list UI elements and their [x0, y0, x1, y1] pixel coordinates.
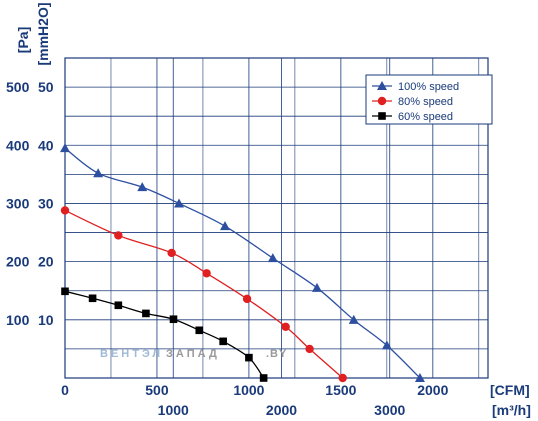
legend-label: 80% speed: [398, 96, 453, 108]
series-circle: [60, 206, 347, 383]
data-point-square: [88, 294, 97, 303]
data-point-triangle: [414, 373, 425, 382]
data-point-circle: [242, 294, 252, 304]
x-tick-label-cfm: 1000: [233, 382, 264, 398]
data-point-square: [245, 353, 253, 362]
y-tick-label-pa: 300: [6, 195, 30, 211]
x-tick-label-m3h: 2000: [266, 402, 297, 418]
legend: 100% speed 80% speed 60% speed: [365, 74, 493, 125]
y-tick-label-pa: 200: [6, 254, 30, 270]
series-line: [64, 147, 421, 379]
data-point-circle: [167, 248, 176, 258]
y-tick-label-mmh2o: 10: [38, 312, 54, 328]
data-point-square: [259, 374, 268, 382]
data-point-square: [378, 112, 386, 120]
y-tick-label-mmh2o: 50: [38, 79, 54, 95]
series-line: [64, 290, 265, 379]
data-point-circle: [60, 206, 70, 215]
y-tick-label-pa: 500: [6, 79, 30, 95]
x-tick-label-cfm: 2000: [417, 382, 448, 398]
data-point-triangle: [93, 168, 104, 178]
x-tick-label-cfm: 0: [61, 382, 69, 398]
data-point-circle: [305, 344, 314, 354]
watermark-part3: .BY: [266, 348, 287, 360]
legend-label: 60% speed: [398, 111, 453, 123]
y-tick-label-pa: 400: [6, 137, 30, 153]
data-point-circle: [114, 231, 123, 240]
series-triangle: [60, 143, 425, 382]
y-tick-labels: 100 10 200 20 300 30 400 40 500 50: [6, 79, 54, 328]
data-point-triangle: [267, 253, 278, 263]
data-point-square: [169, 315, 178, 324]
legend-label: 100% speed: [398, 81, 459, 93]
x-tick-label-m3h: 1000: [158, 402, 189, 418]
data-point-square: [114, 301, 123, 310]
data-point-triangle: [174, 198, 185, 208]
y-axis-label-pa: [Pa]: [15, 27, 31, 53]
legend-box: [365, 74, 493, 125]
series-layer: [60, 143, 425, 383]
data-point-triangle: [220, 221, 231, 231]
y-tick-label-pa: 100: [6, 312, 30, 328]
series-square: [61, 287, 268, 382]
data-point-triangle: [311, 282, 322, 292]
x-tick-label-cfm: 500: [145, 382, 169, 398]
data-point-square: [195, 326, 204, 335]
x-tick-label-m3h: 3000: [374, 402, 405, 418]
y-tick-label-mmh2o: 20: [38, 254, 54, 270]
data-point-circle: [281, 322, 290, 331]
watermark: ВЕНТЭЛ ЗАПАД .BY: [100, 348, 287, 360]
data-point-triangle: [60, 143, 70, 153]
watermark-part1: ВЕНТЭЛ: [100, 348, 163, 360]
y-tick-label-mmh2o: 30: [38, 195, 54, 211]
data-point-square: [142, 309, 150, 318]
data-point-triangle: [137, 182, 148, 192]
x-tick-label-cfm: 1500: [325, 382, 356, 398]
data-point-triangle: [348, 314, 359, 324]
y-tick-label-mmh2o: 40: [38, 137, 54, 153]
y-axis-label-mmh2o: [mmH2O]: [35, 2, 51, 65]
watermark-part2: ЗАПАД: [166, 348, 220, 360]
data-point-circle: [202, 269, 211, 278]
data-point-triangle: [381, 340, 392, 350]
data-point-triangle: [377, 81, 387, 90]
x-axis-label-cfm: [CFM]: [490, 382, 530, 398]
data-point-square: [219, 337, 227, 346]
data-point-square: [61, 287, 69, 296]
data-point-circle: [377, 96, 387, 106]
x-axis-label-m3h: [m³/h]: [492, 402, 531, 418]
plot-frame: [64, 57, 489, 379]
data-point-circle: [338, 373, 347, 383]
